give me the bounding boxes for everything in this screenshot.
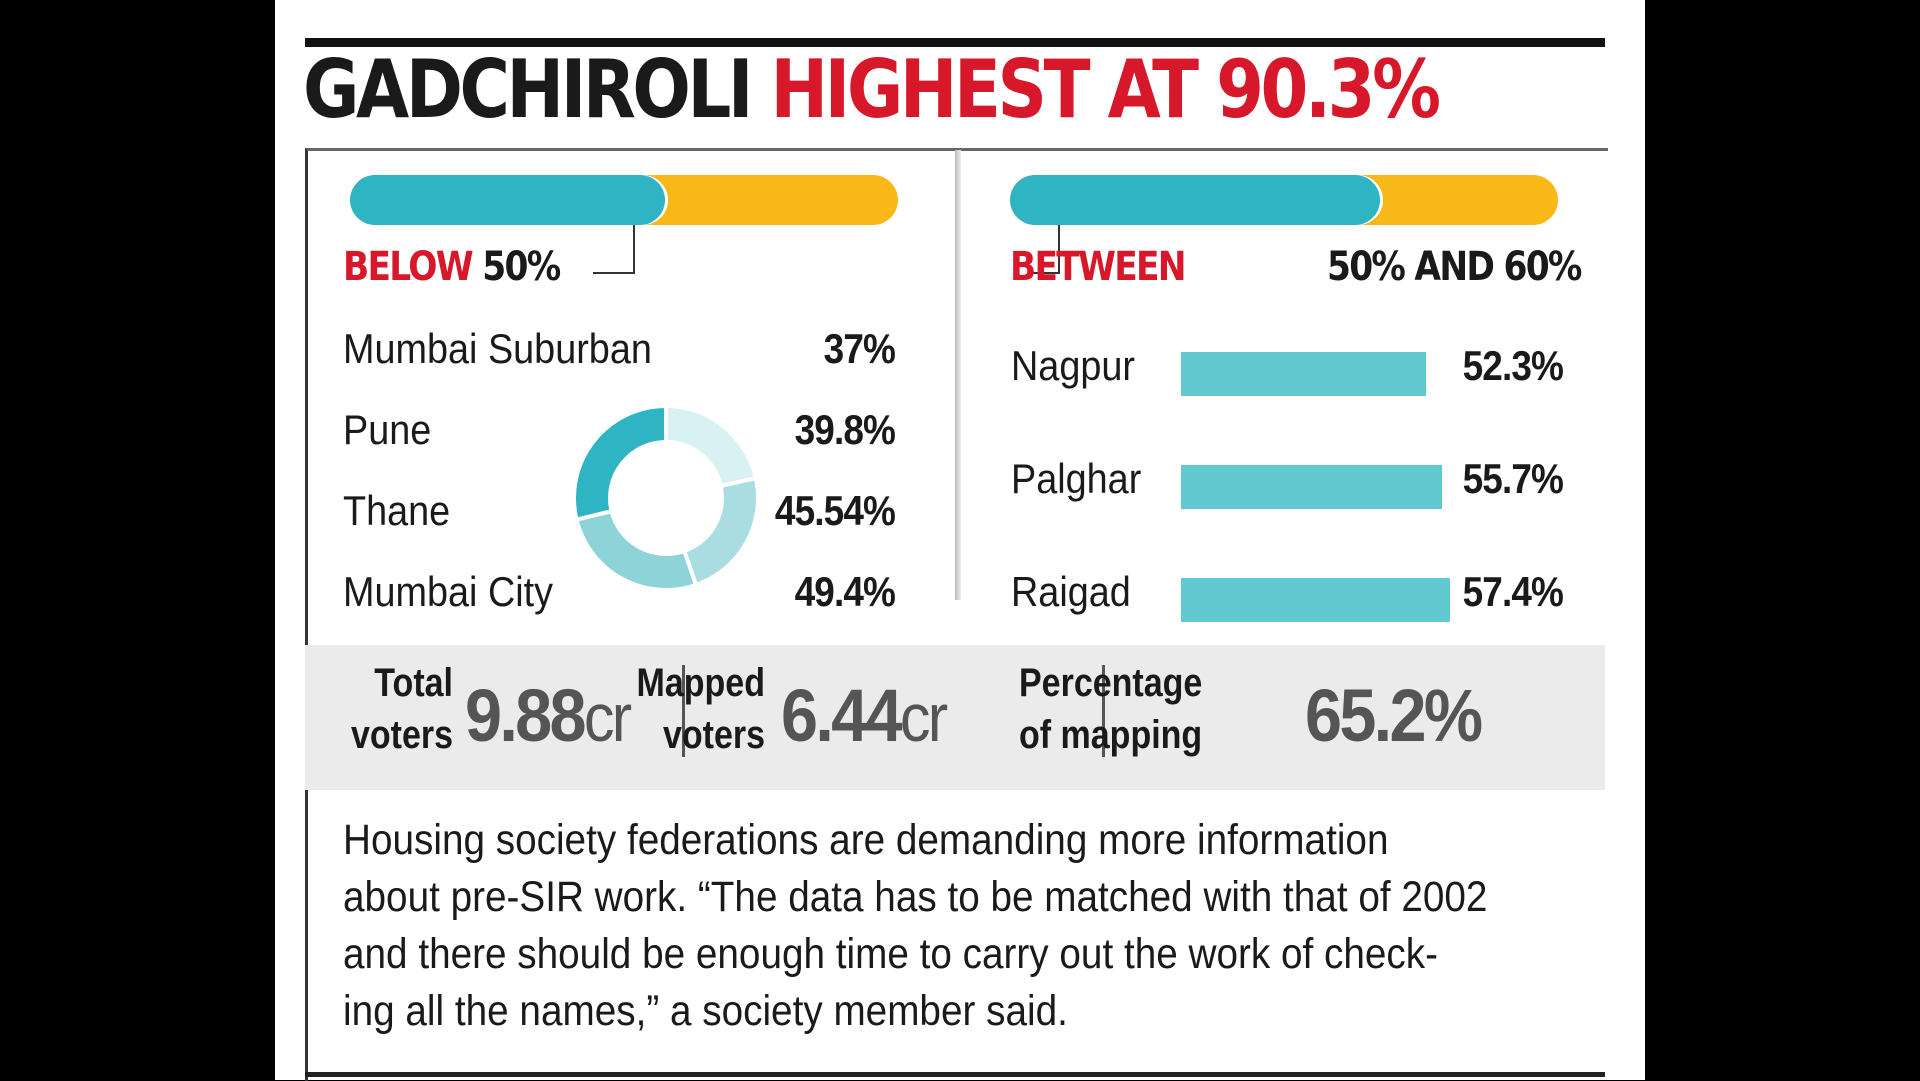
pill-fill: [1010, 175, 1380, 225]
heading-value: 50%: [482, 244, 561, 290]
district-name: Mumbai Suburban: [343, 325, 652, 372]
district-name: Thane: [343, 487, 451, 534]
district-percentage: 39.8%: [794, 406, 896, 453]
below-50-heading: BELOW 50%: [343, 244, 561, 290]
stat-total-label: Total voters: [343, 657, 453, 761]
heading-red-word: BELOW: [343, 244, 474, 290]
between-connector-line: [1033, 200, 1060, 274]
stats-strip: Total voters 9.88cr Mapped voters 6.44cr…: [305, 645, 1605, 790]
stat-percentage-label-line2: of mapping: [1019, 713, 1203, 757]
stat-mapped-label-line2: voters: [662, 713, 765, 757]
district-name: Nagpur: [1011, 342, 1135, 389]
district-name: Mumbai City: [343, 568, 554, 615]
stat-divider: [682, 665, 685, 757]
donut-slice: [664, 403, 759, 489]
below-connector-line: [593, 200, 635, 274]
stat-mapped-number: 6.44: [781, 674, 903, 757]
note-line: and there should be enough time to carry…: [343, 930, 1438, 978]
stat-mapped-value: 6.44cr: [781, 673, 948, 758]
stat-mapped-label: Mapped voters: [629, 657, 765, 761]
district-name: Palghar: [1011, 455, 1142, 502]
district-percentage: 45.54%: [774, 487, 896, 534]
stat-percentage-number: 65.2%: [1305, 674, 1483, 757]
headline: GADCHIROLI HIGHEST AT 90.3%: [303, 50, 1441, 130]
note-line: about pre-SIR work. “The data has to be …: [343, 873, 1488, 921]
stat-percentage-label: Percentage of mapping: [1019, 657, 1202, 761]
note-line: Housing society federations are demandin…: [343, 816, 1389, 864]
stat-total-label-line2: voters: [350, 713, 453, 757]
donut-slice: [681, 475, 759, 588]
between-heading-value: 50% AND 60%: [1327, 244, 1582, 290]
infographic-card: GADCHIROLI HIGHEST AT 90.3% BELOW 50% Mu…: [275, 0, 1645, 1081]
stat-mapped-unit: cr: [899, 680, 948, 756]
district-name: Raigad: [1011, 568, 1131, 615]
between-heading-red: BETWEEN: [1010, 244, 1187, 290]
stat-total-label-line1: Total: [374, 661, 453, 705]
bottom-rule: [305, 1072, 1605, 1077]
district-bar: [1181, 578, 1450, 622]
content-frame: [305, 148, 1608, 1081]
district-percentage: 55.7%: [1462, 455, 1564, 502]
district-percentage: 52.3%: [1462, 342, 1564, 389]
stat-mapped-label-line1: Mapped: [636, 661, 765, 705]
panel-divider: [955, 150, 961, 600]
stat-percentage-label-line1: Percentage: [1019, 661, 1203, 705]
district-percentage: 49.4%: [794, 568, 896, 615]
donut-slice: [573, 403, 668, 522]
donut-slice: [574, 508, 699, 592]
stat-total-unit: cr: [583, 680, 632, 756]
between-pill: [1010, 175, 1558, 225]
district-percentage: 57.4%: [1462, 568, 1564, 615]
note-paragraph: Housing society federations are demandin…: [343, 812, 1488, 1040]
top-rule: [305, 38, 1605, 47]
district-bar: [1181, 352, 1426, 396]
district-name: Pune: [343, 406, 432, 453]
stat-divider: [1102, 665, 1105, 757]
stat-percentage-value: 65.2%: [1305, 673, 1483, 758]
donut-chart: [573, 403, 759, 592]
pill-fill: [350, 175, 665, 225]
district-bar: [1181, 465, 1442, 509]
below-50-pill: [350, 175, 898, 225]
headline-part-red: HIGHEST AT 90.3%: [770, 43, 1442, 136]
stat-total-value: 9.88cr: [465, 673, 632, 758]
stat-total-number: 9.88: [465, 674, 587, 757]
note-line: ing all the names,” a society member sai…: [343, 987, 1068, 1035]
headline-part-dark: GADCHIROLI: [303, 43, 753, 136]
district-percentage: 37%: [823, 325, 896, 372]
